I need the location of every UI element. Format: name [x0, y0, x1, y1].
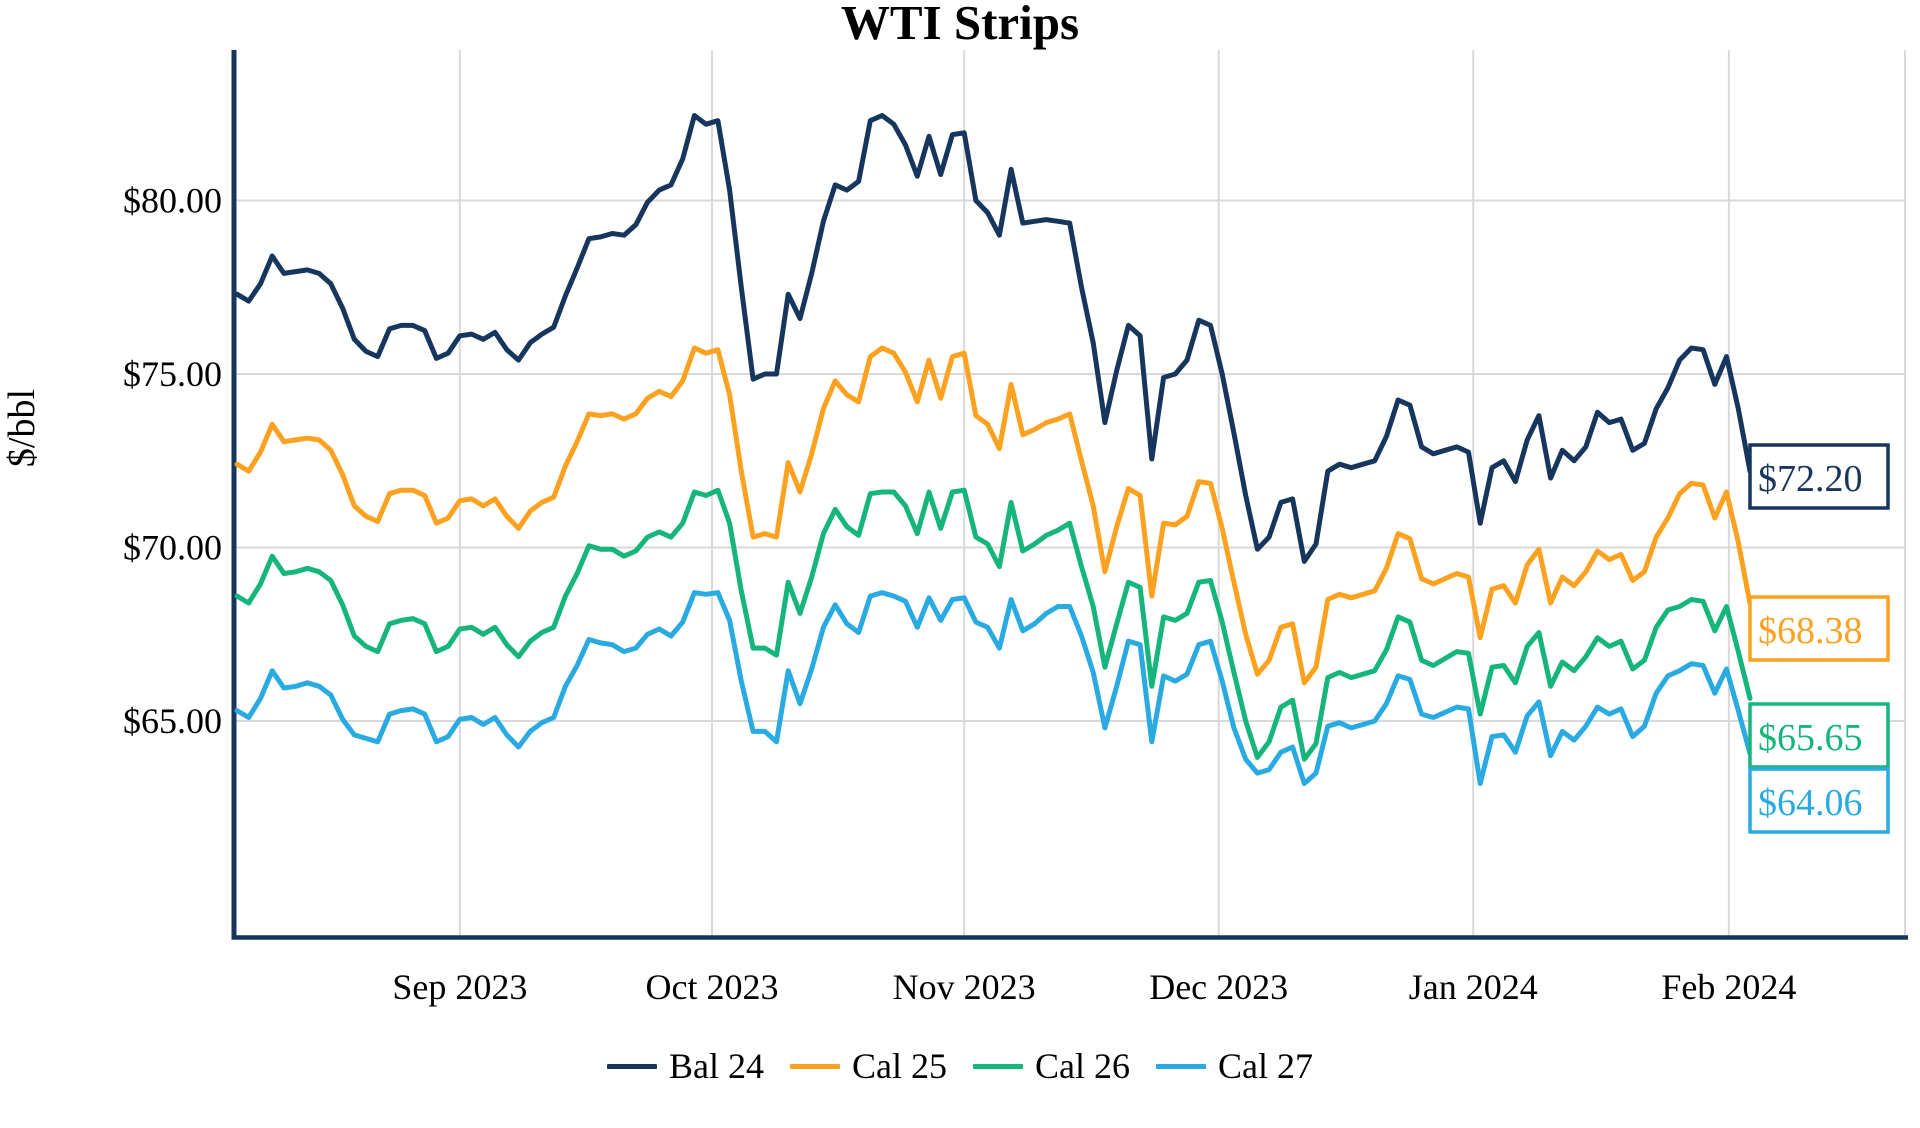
line-cal-25 [234, 345, 1753, 686]
legend-line-swatch-icon [607, 1063, 657, 1069]
legend-line-swatch-icon [790, 1063, 840, 1069]
legend-label: Cal 25 [852, 1046, 947, 1086]
end-value-labels: $72.20 $68.38 $65.65 $64.06 [1748, 443, 1890, 834]
end-label-text-cal-25: $68.38 [1758, 610, 1863, 652]
end-label-text-cal-26: $65.65 [1758, 717, 1863, 759]
y-tick-label: $70.00 [123, 528, 222, 568]
x-tick-label: Dec 2023 [1149, 967, 1288, 1007]
y-axis-title: $/bbl [1, 389, 43, 467]
line-cal-26 [234, 487, 1753, 762]
axes [231, 50, 1908, 940]
end-label-text-cal-27: $64.06 [1758, 782, 1863, 824]
x-tick-label: Oct 2023 [646, 967, 779, 1007]
legend-label: Cal 27 [1218, 1046, 1313, 1086]
x-tick-label: Sep 2023 [392, 967, 527, 1007]
legend-item-cal-25: Cal 25 [790, 1048, 947, 1084]
legend-item-cal-26: Cal 26 [973, 1048, 1130, 1084]
legend-label: Bal 24 [669, 1046, 764, 1086]
legend-item-cal-27: Cal 27 [1156, 1048, 1313, 1084]
chart-legend: Bal 24 Cal 25 Cal 26 Cal 27 [0, 1048, 1920, 1084]
end-label-box-bal-24 [1748, 443, 1890, 510]
x-tick-label: Jan 2024 [1409, 967, 1538, 1007]
y-tick-label: $80.00 [123, 181, 222, 221]
line-bal-24 [234, 113, 1753, 564]
series-lines [234, 113, 1753, 786]
legend-line-swatch-icon [1156, 1063, 1206, 1069]
line-cal-27 [234, 590, 1753, 786]
y-tick-label: $75.00 [123, 354, 222, 394]
gridlines [234, 50, 1906, 938]
x-tick-label: Nov 2023 [893, 967, 1036, 1007]
legend-item-bal-24: Bal 24 [607, 1048, 764, 1084]
legend-label: Cal 26 [1035, 1046, 1130, 1086]
end-label-box-cal-26 [1748, 702, 1890, 769]
x-tick-label: Feb 2024 [1661, 967, 1796, 1007]
end-label-text-bal-24: $72.20 [1758, 458, 1863, 500]
end-label-box-cal-25 [1748, 595, 1890, 662]
tick-labels: $80.00 $75.00 $70.00 $65.00 Sep 2023 Oct 2023… [1, 181, 1796, 1008]
chart-title: WTI Strips [840, 0, 1080, 50]
end-label-box-cal-27 [1748, 767, 1890, 834]
y-tick-label: $65.00 [123, 701, 222, 741]
legend-line-swatch-icon [973, 1063, 1023, 1069]
